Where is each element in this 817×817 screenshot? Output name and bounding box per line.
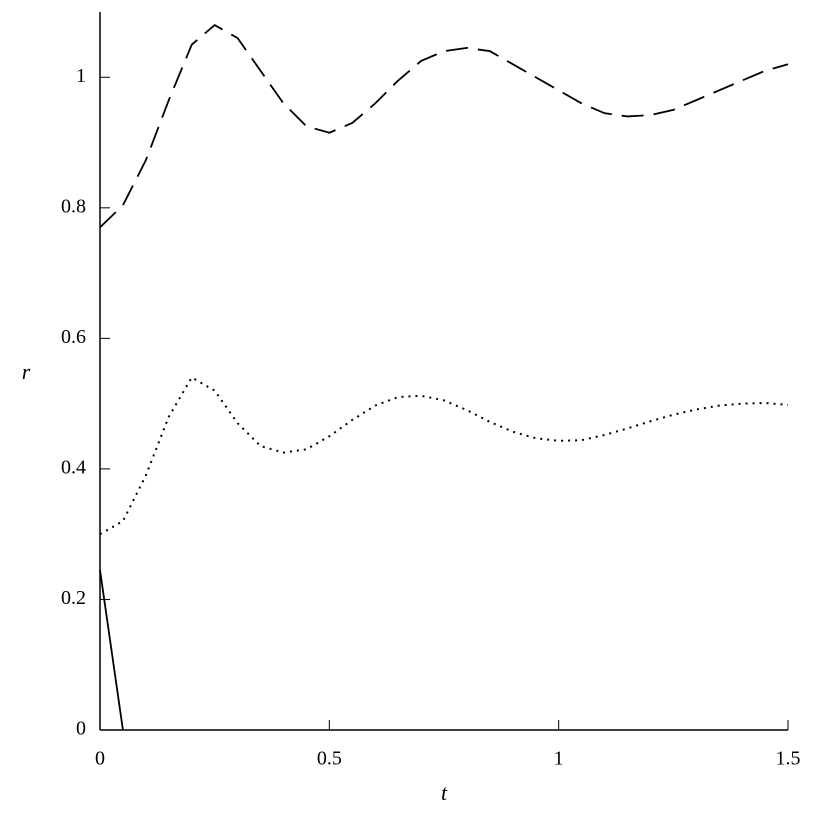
y-tick-label: 1 [76,65,86,87]
y-tick-label: 0.4 [61,457,86,479]
y-tick-label: 0.2 [61,587,86,609]
y-tick-label: 0.6 [61,326,86,348]
y-tick-label: 0.8 [61,195,86,217]
y-axis-label: r [22,359,31,384]
x-axis-label: t [441,780,448,805]
line-series [99,376,789,536]
x-tick-label: 0 [95,748,105,770]
x-tick-label: 1 [554,748,564,770]
line-series [99,569,124,731]
line-series [99,23,789,229]
x-tick-label: 1.5 [776,748,801,770]
x-tick-label: 0.5 [317,748,342,770]
y-tick-label: 0 [76,718,86,740]
